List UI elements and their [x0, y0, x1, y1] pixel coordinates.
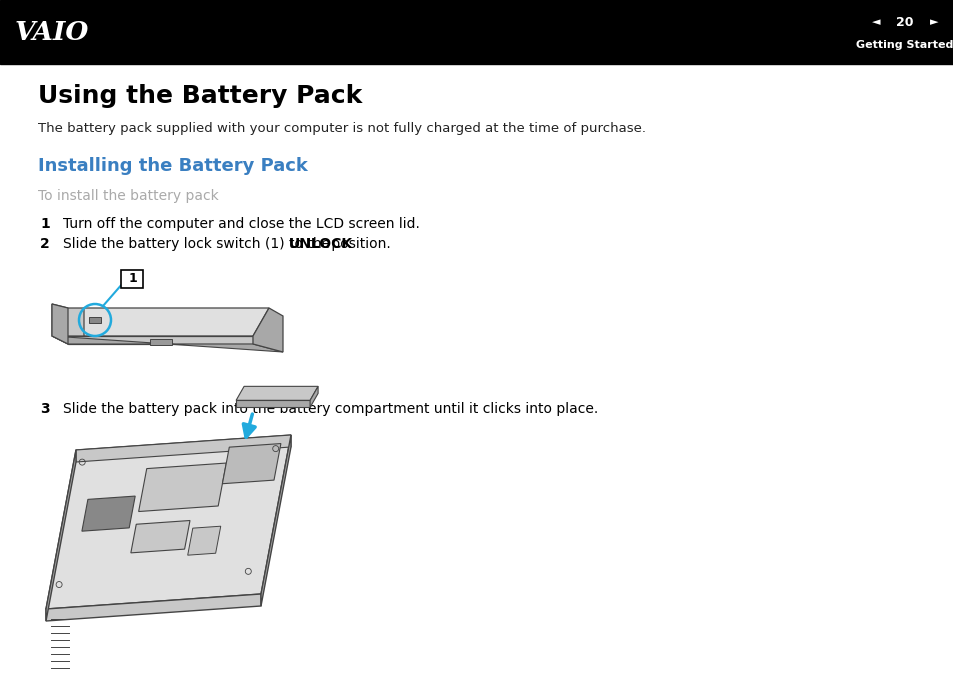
Text: 3: 3: [40, 402, 50, 416]
Text: Turn off the computer and close the LCD screen lid.: Turn off the computer and close the LCD …: [63, 217, 419, 231]
Text: ◄: ◄: [871, 18, 879, 28]
Bar: [150, 339, 172, 345]
Text: VAIO: VAIO: [15, 20, 90, 44]
Text: 20: 20: [895, 16, 913, 29]
Polygon shape: [46, 450, 76, 621]
Text: Slide the battery lock switch (1) to the: Slide the battery lock switch (1) to the: [63, 237, 335, 251]
Polygon shape: [68, 308, 269, 336]
Polygon shape: [222, 443, 280, 484]
Text: 1: 1: [40, 217, 50, 231]
Polygon shape: [46, 435, 291, 609]
Polygon shape: [46, 594, 261, 621]
Polygon shape: [235, 386, 317, 400]
Text: 2: 2: [40, 237, 50, 251]
Polygon shape: [52, 304, 84, 344]
Text: Installing the Battery Pack: Installing the Battery Pack: [38, 157, 308, 175]
Polygon shape: [89, 317, 101, 323]
Polygon shape: [310, 386, 317, 407]
Text: Using the Battery Pack: Using the Battery Pack: [38, 84, 362, 108]
Text: To install the battery pack: To install the battery pack: [38, 189, 218, 203]
Polygon shape: [52, 336, 283, 352]
Polygon shape: [235, 400, 310, 407]
FancyBboxPatch shape: [121, 270, 143, 288]
Text: position.: position.: [327, 237, 391, 251]
Polygon shape: [138, 463, 226, 512]
Polygon shape: [52, 304, 68, 344]
Polygon shape: [82, 496, 135, 531]
Text: Slide the battery pack into the battery compartment until it clicks into place.: Slide the battery pack into the battery …: [63, 402, 598, 416]
Polygon shape: [188, 526, 220, 555]
Polygon shape: [131, 520, 190, 553]
Bar: [0, 0, 953, 64]
Text: 1: 1: [129, 272, 137, 286]
Text: Getting Started: Getting Started: [856, 40, 953, 50]
Text: UNLOCK: UNLOCK: [288, 237, 353, 251]
Polygon shape: [68, 336, 253, 344]
Text: ►: ►: [929, 18, 938, 28]
Polygon shape: [261, 435, 291, 606]
Polygon shape: [253, 308, 283, 352]
Text: The battery pack supplied with your computer is not fully charged at the time of: The battery pack supplied with your comp…: [38, 122, 645, 135]
Polygon shape: [76, 435, 291, 462]
